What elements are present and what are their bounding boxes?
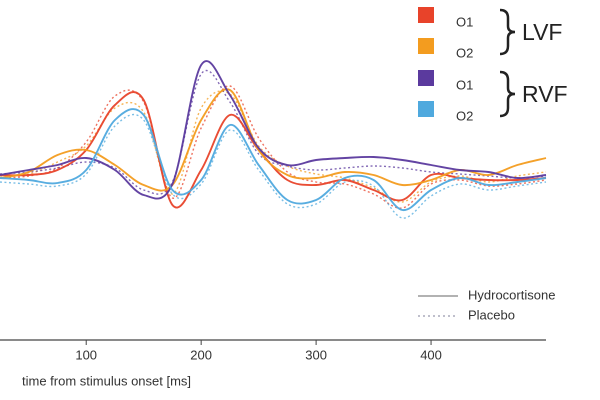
x-tick-label: 200 [190,347,212,362]
legend-swatch [418,70,434,86]
legend-label: Hydrocortisone [468,287,555,302]
series-line [0,90,547,203]
x-tick-label: 400 [420,347,442,362]
legend-label: O1 [456,14,473,29]
legend-label: O2 [456,45,473,60]
x-tick-label: 100 [75,347,97,362]
group-label: LVF [522,19,562,45]
series-line [0,88,547,192]
legend-label: O1 [456,77,473,92]
brace [499,8,516,56]
x-tick-label: 300 [305,347,327,362]
x-axis-label: time from stimulus onset [ms] [22,373,191,388]
series-line [0,60,547,200]
series-line [0,70,547,195]
plot-area [0,60,547,219]
legend-label: O2 [456,108,473,123]
legend-label: Placebo [468,307,515,322]
brace [499,70,516,118]
series-line [0,108,547,211]
legend-swatch [418,7,434,23]
legend-swatch [418,38,434,54]
legend-swatch [418,101,434,117]
group-label: RVF [522,81,568,107]
